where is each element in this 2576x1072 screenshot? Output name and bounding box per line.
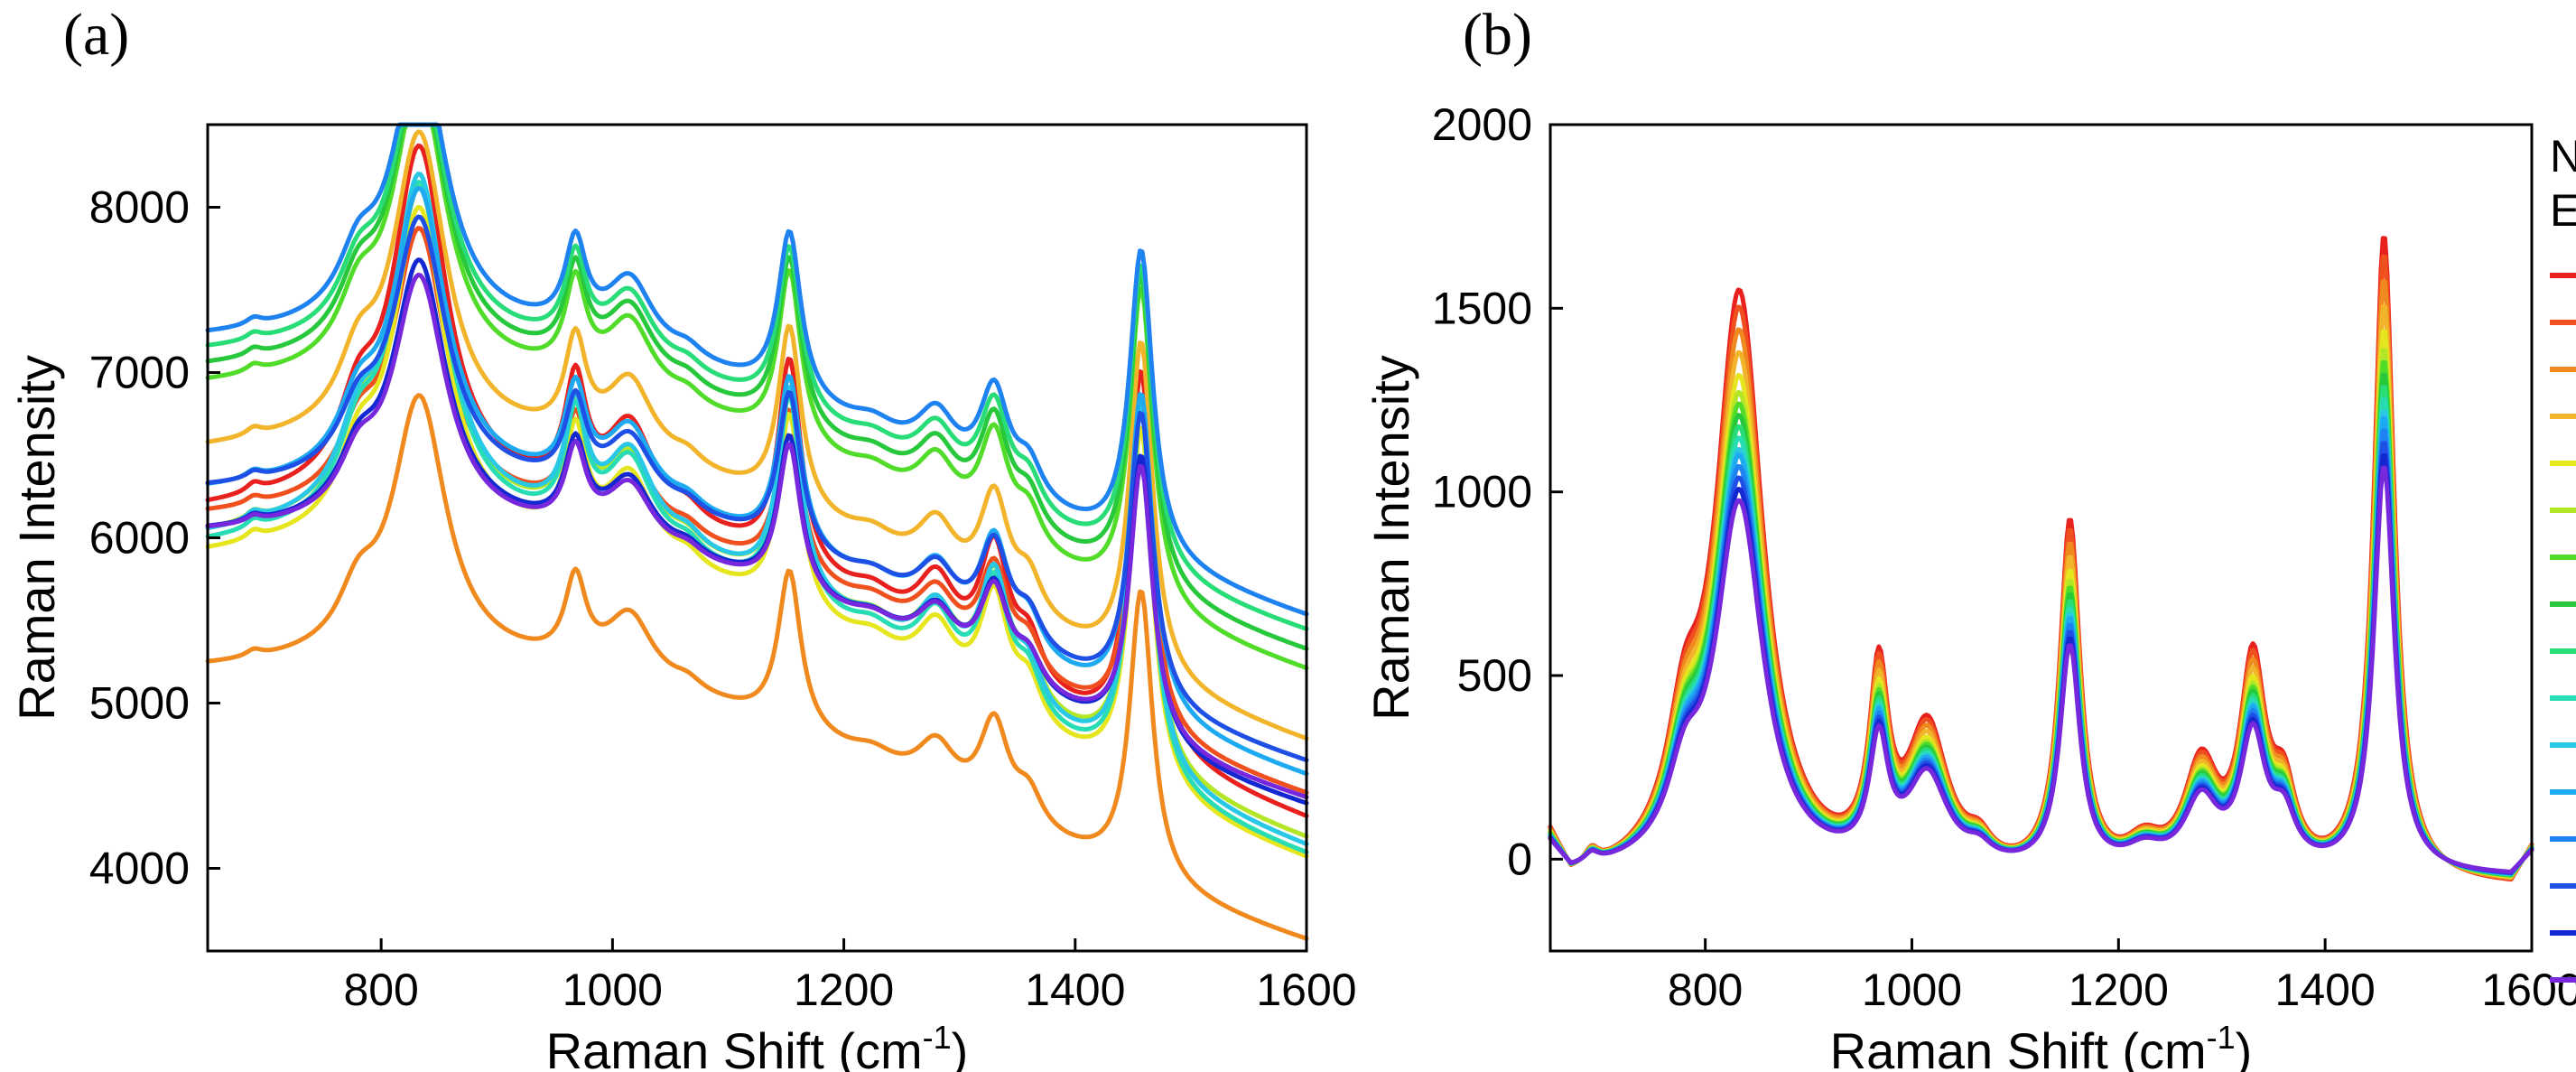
panel-b-series-15 <box>1548 465 2534 874</box>
panel-b-y-ticks: 0 500 1000 1500 2000 <box>1432 99 1563 884</box>
panel-a-y-axis-title: Raman Intensity <box>8 355 65 721</box>
panel-a-x-tick-label: 1200 <box>794 965 894 1015</box>
panel-b-x-tick-label: 1600 <box>2481 965 2576 1015</box>
panel-b-x-tick-label: 800 <box>1668 965 1743 1015</box>
panel-a-series-3 <box>205 129 1309 741</box>
panel-b-plot-frame <box>1548 123 2534 953</box>
panel-a-x-axis-title-main: Raman Shift (cm <box>546 1022 923 1072</box>
legend-title-line-1: Number of <box>2550 131 2576 182</box>
panel-a-series-12 <box>205 122 1309 617</box>
chart-panel-a: (a) 800 1000 1200 1400 1600 4000 5000 6000 7000… <box>8 2 1357 1072</box>
panel-b-x-axis-title: Raman Shift (cm-1) <box>1830 1019 2253 1072</box>
panel-a-x-tick-label: 1600 <box>1256 965 1356 1015</box>
panel-a-series-13 <box>205 214 1309 763</box>
panel-a-x-tick-label: 1400 <box>1025 965 1125 1015</box>
panel-a-x-tick-label: 1000 <box>563 965 663 1015</box>
legend-items: 0123456789101112131415 <box>2550 273 2576 983</box>
legend-title-line-2: Extrusions <box>2550 185 2576 236</box>
panel-b-label: (b) <box>1463 2 1532 68</box>
panel-b-y-tick-label: 2000 <box>1432 99 1532 150</box>
panel-a-x-axis-title: Raman Shift (cm-1) <box>546 1019 969 1072</box>
panel-a-y-tick-label: 8000 <box>89 182 190 233</box>
panel-a-x-tick-label: 800 <box>343 965 418 1015</box>
panel-a-series-group <box>205 122 1309 941</box>
panel-b-x-tick-label: 1000 <box>1862 965 1962 1015</box>
panel-b-y-tick-label: 1000 <box>1432 467 1532 517</box>
panel-a-y-tick-label: 4000 <box>89 844 190 894</box>
panel-a-y-ticks: 4000 5000 6000 7000 8000 <box>89 182 220 894</box>
panel-a-y-tick-label: 6000 <box>89 513 190 564</box>
panel-a-series-15 <box>205 273 1309 800</box>
chart-panel-b: (b) 800 1000 1200 1400 1600 0 500 1000 1500 2000… <box>1362 2 2576 1072</box>
panel-a-series-2 <box>205 393 1309 941</box>
panel-b-y-tick-label: 0 <box>1507 834 1532 884</box>
panel-b-x-axis-title-close: ) <box>2236 1022 2253 1072</box>
panel-a-x-axis-title-sup: -1 <box>923 1019 952 1056</box>
legend: Number of Extrusions 0123456789101112131… <box>2550 131 2576 983</box>
panel-a-x-axis-title-close: ) <box>952 1022 969 1072</box>
panel-a-x-ticks: 800 1000 1200 1400 1600 <box>343 938 1357 1015</box>
panel-b-x-axis-title-sup: -1 <box>2207 1019 2236 1056</box>
panel-b-series-group <box>1548 236 2534 882</box>
panel-b-x-tick-label: 1400 <box>2275 965 2376 1015</box>
panel-b-y-axis-title: Raman Intensity <box>1362 355 1419 721</box>
panel-b-x-axis-title-main: Raman Shift (cm <box>1830 1022 2207 1072</box>
panel-a-y-tick-label: 7000 <box>89 348 190 398</box>
panel-b-x-tick-label: 1200 <box>2069 965 2169 1015</box>
panel-a-y-tick-label: 5000 <box>89 678 190 729</box>
panel-b-x-ticks: 800 1000 1200 1400 1600 <box>1668 938 2576 1015</box>
panel-b-y-tick-label: 1500 <box>1432 283 1532 333</box>
panel-a-label: (a) <box>63 2 129 68</box>
panel-b-y-tick-label: 500 <box>1457 650 1532 701</box>
